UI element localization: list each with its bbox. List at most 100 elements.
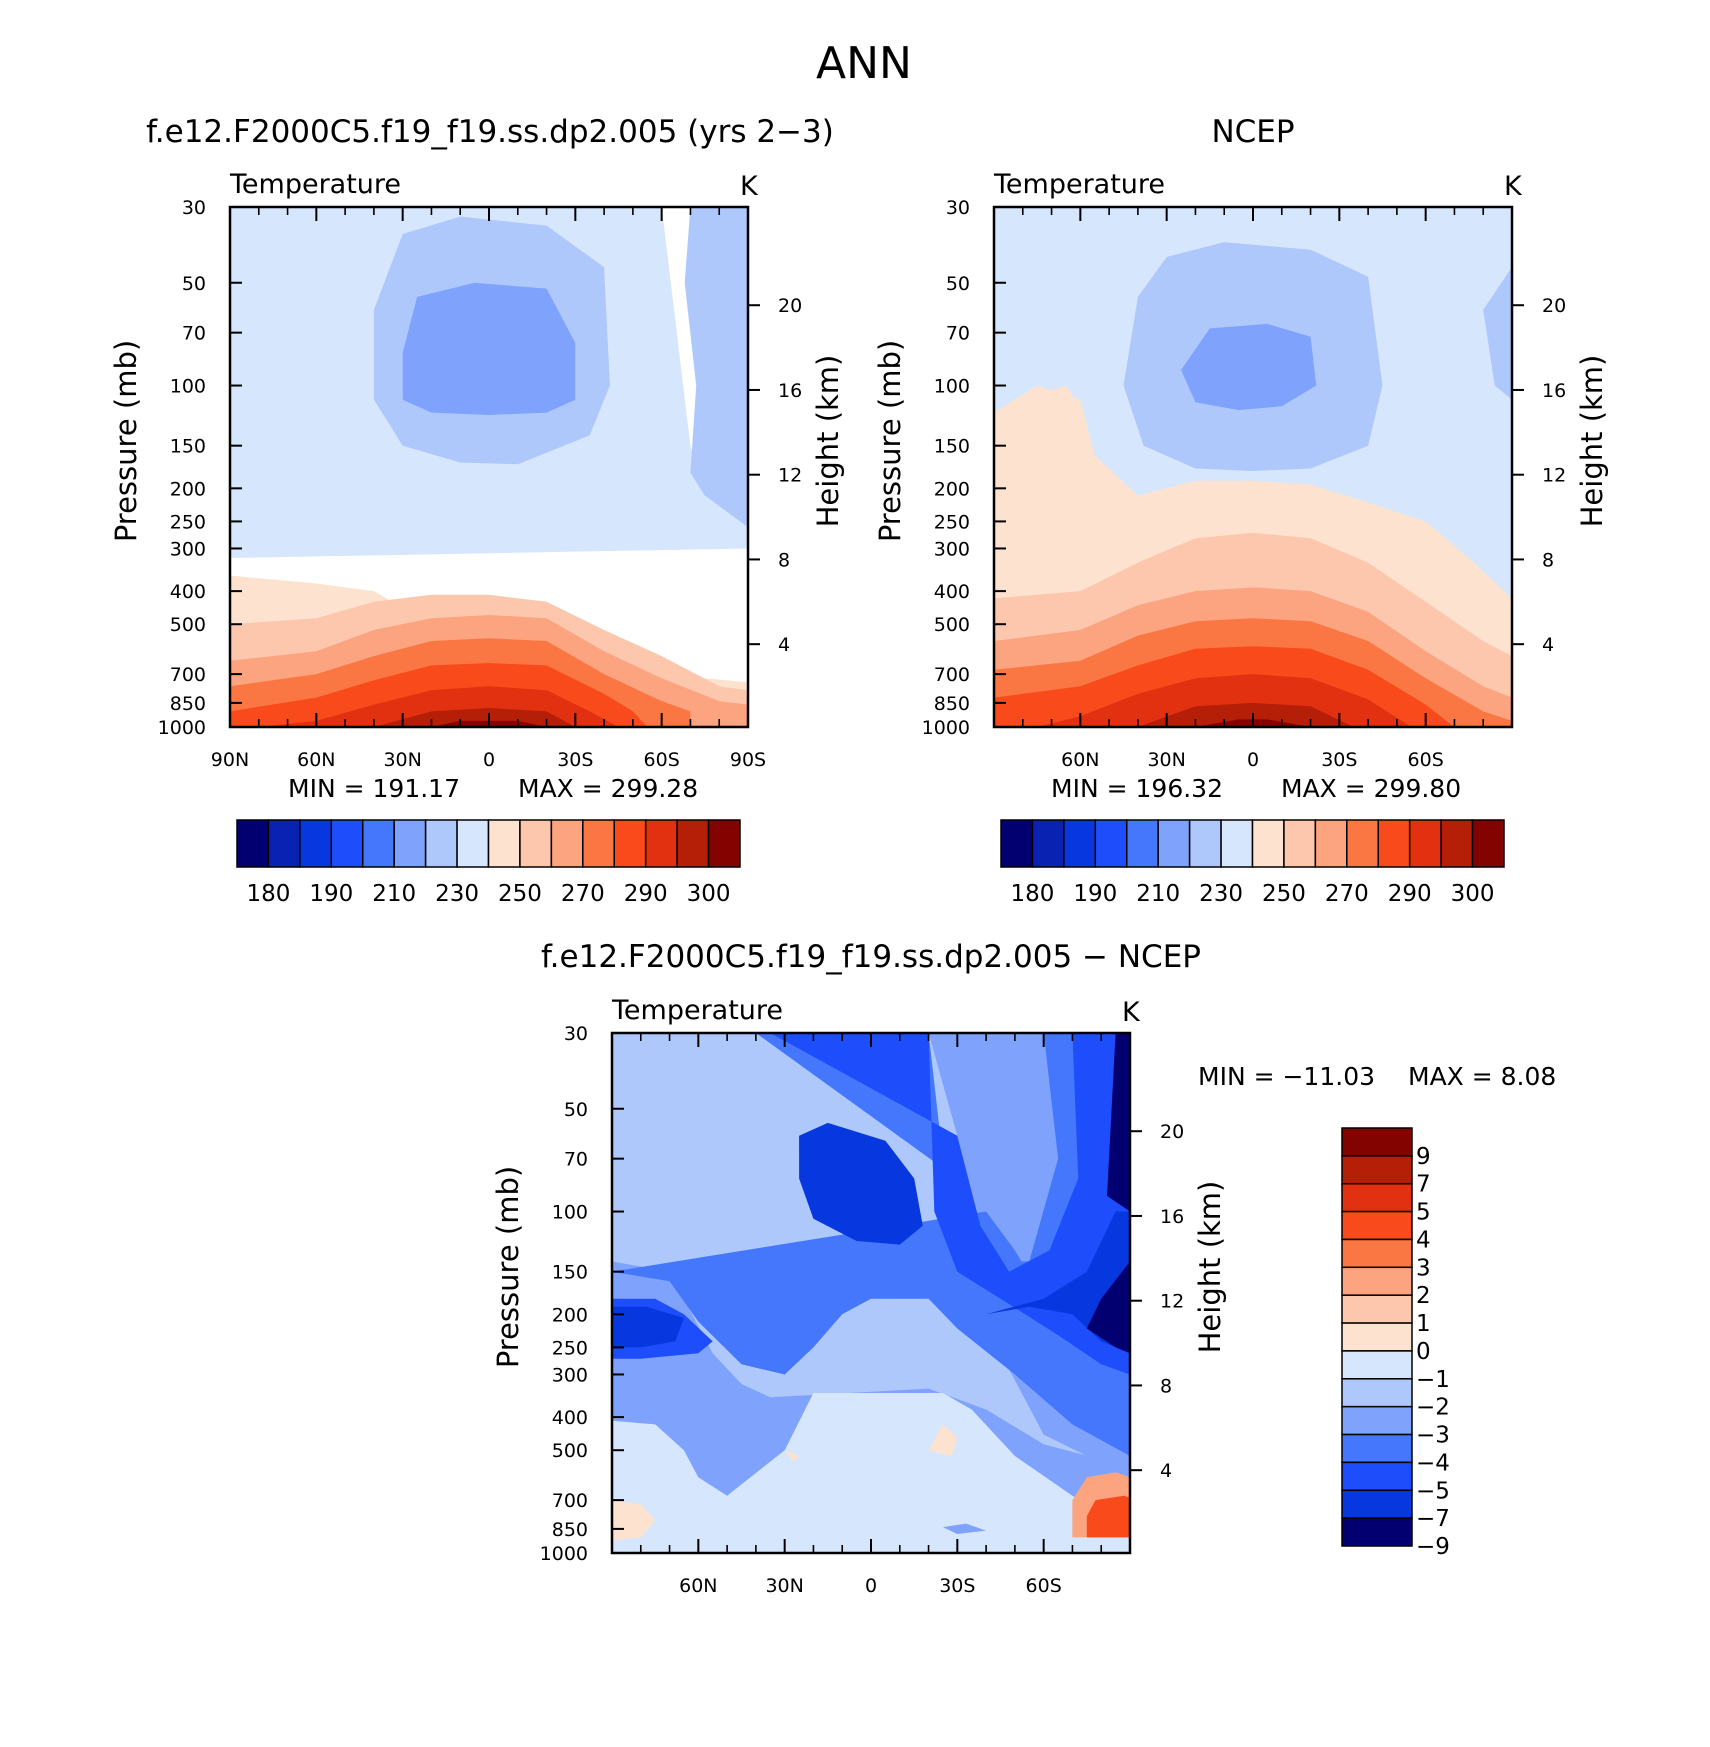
colorbar-label: 270	[561, 881, 605, 907]
colorbar-swatch	[487, 819, 521, 868]
x-tick-label: 30N	[383, 749, 421, 771]
contour-band	[770, 1033, 1130, 1375]
contour-band	[1181, 323, 1317, 411]
y-tick-label: 1000	[158, 717, 206, 739]
colorbar-swatch	[1341, 1350, 1413, 1380]
contour-band	[373, 708, 576, 727]
colorbar-swatch	[1063, 819, 1097, 868]
units-label: K	[1122, 997, 1141, 1028]
colorbar-swatch	[1341, 1433, 1413, 1464]
y-tick-label: 150	[934, 436, 970, 458]
colorbar-label: 210	[372, 881, 416, 907]
colorbar-label: 250	[498, 881, 542, 907]
colorbar-swatch	[1251, 819, 1285, 868]
colorbar-swatch	[644, 819, 678, 868]
x-tick-label: 30S	[557, 749, 593, 771]
y-tick-label: 30	[946, 197, 970, 219]
contour-band	[1086, 1495, 1130, 1538]
contour-band	[1483, 267, 1512, 400]
height-tick-label: 4	[1542, 634, 1554, 656]
plot-area	[994, 207, 1512, 727]
height-tick-label: 20	[778, 295, 802, 317]
x-tick-label: 60N	[297, 749, 335, 771]
x-tick-label: 30N	[1147, 749, 1185, 771]
colorbar-swatch	[1341, 1517, 1413, 1547]
y-tick-label: 250	[170, 511, 206, 533]
colorbar-swatch	[1341, 1155, 1413, 1185]
height-tick-label: 16	[778, 380, 802, 402]
contour-band	[994, 385, 1081, 510]
colorbar-swatch	[1341, 1405, 1413, 1436]
colorbar-label: 270	[1325, 881, 1369, 907]
colorbar-swatch	[1377, 819, 1411, 868]
x-tick-label: 60S	[1026, 1575, 1062, 1597]
panel-difference-temperature: f.e12.F2000C5.f19_f19.ss.dp2.005 − NCEP T…	[491, 939, 1556, 1597]
colorbar-swatch	[1341, 1378, 1413, 1408]
y-tick-label: 1000	[922, 717, 970, 739]
y-tick-label: 1000	[540, 1543, 588, 1565]
y-tick-label: 200	[934, 478, 970, 500]
colorbar-swatch	[1094, 819, 1128, 868]
y-tick-label: 700	[170, 664, 206, 686]
colorbar-swatch	[1471, 819, 1505, 868]
y-tick-label: 50	[182, 273, 206, 295]
y-tick-label: 150	[552, 1262, 588, 1284]
colorbar-label: −9	[1416, 1534, 1450, 1560]
y-tick-label: 400	[170, 581, 206, 603]
y-axis-right-label: Height (km)	[1575, 355, 1609, 528]
colorbar: 180 190 210 230 250 270 290 300	[1000, 819, 1505, 907]
colorbar-swatch	[1341, 1238, 1413, 1269]
variable-label: Temperature	[611, 995, 783, 1026]
y-tick-label: 850	[170, 693, 206, 715]
contour-band	[612, 1306, 684, 1348]
max-label: MAX = 299.28	[518, 774, 698, 803]
colorbar-label: 5	[1416, 1200, 1431, 1226]
units-label: K	[1504, 171, 1523, 202]
colorbar-label: 300	[687, 881, 731, 907]
max-label: MAX = 8.08	[1408, 1062, 1556, 1091]
x-tick-label: 60N	[1061, 749, 1099, 771]
colorbar-label: 1	[1416, 1311, 1431, 1337]
colorbar-label: 7	[1416, 1172, 1431, 1198]
y-tick-label: 700	[552, 1490, 588, 1512]
y-tick-label: 70	[946, 323, 970, 345]
colorbar-swatch	[613, 819, 647, 868]
colorbar-swatch	[1220, 819, 1254, 868]
colorbar-swatch	[267, 819, 301, 868]
colorbar-swatch	[1341, 1182, 1413, 1213]
height-tick-label: 8	[778, 549, 790, 571]
x-tick-label: 0	[483, 749, 495, 771]
y-tick-label: 300	[934, 538, 970, 560]
height-tick-label: 8	[1160, 1375, 1172, 1397]
colorbar-swatch	[1341, 1322, 1413, 1352]
colorbar-swatch	[456, 819, 490, 868]
colorbar-label: 300	[1451, 881, 1495, 907]
x-tick-label: 60N	[679, 1575, 717, 1597]
contour-band	[799, 1122, 923, 1245]
x-tick-label: 60S	[644, 749, 680, 771]
contour-band	[612, 1500, 656, 1541]
y-tick-label: 200	[552, 1304, 588, 1326]
colorbar-swatch	[1341, 1266, 1413, 1296]
colorbar-label: 2	[1416, 1283, 1431, 1309]
x-tick-label: 90N	[211, 749, 249, 771]
y-tick-label: 30	[564, 1023, 588, 1045]
variable-label: Temperature	[993, 169, 1165, 200]
y-tick-label: 300	[552, 1364, 588, 1386]
colorbar-swatch	[550, 819, 584, 868]
y-tick-label: 70	[564, 1149, 588, 1171]
y-tick-label: 850	[934, 693, 970, 715]
colorbar-label: 190	[309, 881, 353, 907]
colorbar-label: 9	[1416, 1144, 1431, 1170]
colorbar-label: −7	[1416, 1506, 1450, 1532]
colorbar-label: 230	[435, 881, 479, 907]
y-tick-label: 70	[182, 323, 206, 345]
colorbar-label: 290	[624, 881, 668, 907]
colorbar: 180 190 210 230 250 270 290 300	[236, 819, 741, 907]
y-tick-label: 300	[170, 538, 206, 560]
x-tick-label: 60S	[1408, 749, 1444, 771]
y-tick-label: 850	[552, 1519, 588, 1541]
colorbar-label: 190	[1073, 881, 1117, 907]
